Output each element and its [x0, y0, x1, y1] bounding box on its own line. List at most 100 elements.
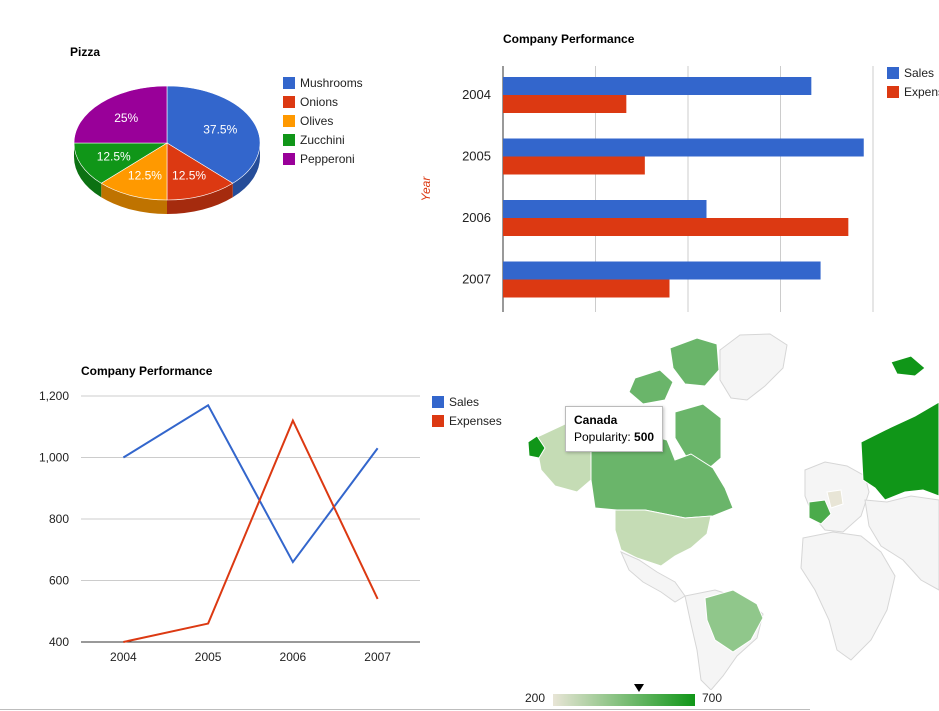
pie-legend-item[interactable]: Pepperoni: [283, 149, 363, 168]
region-greenland[interactable]: [719, 333, 788, 401]
line-y-tick-label: 400: [49, 635, 69, 649]
map-tooltip: Canada Popularity: 500: [565, 406, 664, 452]
pie-legend-swatch: [283, 133, 295, 146]
bar-legend-swatch: [887, 85, 899, 98]
region-russia[interactable]: [860, 401, 939, 501]
tooltip-metric-value: 500: [634, 430, 655, 444]
pie-legend-item[interactable]: Onions: [283, 92, 363, 111]
pie-legend-label: Onions: [300, 94, 339, 109]
pie-slice-label: 12.5%: [172, 169, 206, 183]
pie-slice-label: 37.5%: [203, 122, 237, 136]
pie-legend-label: Zucchini: [300, 132, 345, 147]
line-legend-item[interactable]: Sales: [432, 392, 502, 411]
line-x-tick-label: 2007: [364, 650, 391, 664]
bar-expenses[interactable]: [503, 279, 670, 298]
line-chart-title: Company Performance: [81, 364, 213, 378]
pie-slice[interactable]: [100, 142, 168, 201]
color-axis-min-label: 200: [525, 691, 546, 705]
line-chart-panel: Company Performance 400 600 800 1,000 1,200 2…: [0, 340, 520, 711]
pie-slice-label: 25%: [114, 111, 138, 125]
color-axis-max-label: 700: [702, 691, 723, 705]
line-x-tick-label: 2005: [195, 650, 222, 664]
line-y-tick-label: 800: [49, 512, 69, 526]
pie-slice-side: [167, 183, 233, 214]
region-germany[interactable]: [826, 489, 844, 509]
region-united-states[interactable]: [614, 509, 712, 567]
pie-legend-label: Pepperoni: [300, 151, 355, 166]
line-legend-swatch: [432, 395, 444, 408]
line-series-expenses[interactable]: [123, 418, 379, 643]
color-axis-gradient: [553, 694, 695, 706]
pie-legend-item[interactable]: Zucchini: [283, 130, 363, 149]
pie-slice[interactable]: [73, 85, 168, 144]
region-far-east-russia[interactable]: [527, 435, 546, 459]
region-canada-islands[interactable]: [669, 337, 720, 387]
line-y-tick-label: 600: [49, 574, 69, 588]
pie-legend: Mushrooms Onions Olives Zucchini Pepperoni: [283, 73, 363, 168]
region-france[interactable]: [808, 499, 832, 525]
line-x-tick-label: 2006: [280, 650, 307, 664]
pie-chart-title: Pizza: [70, 45, 101, 59]
bar-expenses[interactable]: [503, 156, 645, 175]
bottom-divider: [0, 709, 810, 710]
region-russia-arctic[interactable]: [890, 355, 926, 377]
line-legend-item[interactable]: Expenses: [432, 411, 502, 430]
region-mexico[interactable]: [620, 551, 686, 603]
line-legend-label: Expenses: [449, 413, 502, 428]
bar-category-label: 2007: [462, 272, 491, 287]
line-series-sales[interactable]: [122, 403, 379, 564]
bar-sales[interactable]: [503, 138, 864, 157]
bar-legend: Sales Expenses: [887, 63, 939, 101]
line-legend-label: Sales: [449, 394, 480, 409]
pie-chart-svg[interactable]: 37.5% 12.5% 12.5% 12.5% 25%: [0, 0, 470, 320]
pie-legend-swatch: [283, 114, 295, 127]
bar-expenses[interactable]: [503, 218, 849, 236]
line-x-tick-label: 2004: [110, 650, 137, 664]
pie-slice-label: 12.5%: [128, 169, 162, 183]
bar-legend-label: Sales: [904, 65, 935, 80]
bar-sales[interactable]: [503, 200, 707, 218]
pie-chart-panel: Pizza 37.5% 12.5% 12.5% 12.5% 25% Mushrooms O…: [0, 0, 470, 320]
pie-slice[interactable]: [166, 85, 261, 184]
bar-chart-panel: Company Performance 2004 2005 2006 2007 Year…: [0, 0, 939, 330]
region-canada-baffin[interactable]: [674, 403, 722, 471]
tooltip-metric: Popularity: 500: [574, 429, 654, 446]
bar-legend-swatch: [887, 66, 899, 79]
region-asia[interactable]: [864, 495, 939, 591]
bar-chart-title: Company Performance: [503, 32, 635, 46]
pie-legend-label: Olives: [300, 113, 334, 128]
line-legend-swatch: [432, 414, 444, 427]
bar-category-label: 2005: [462, 149, 491, 164]
bar-legend-item[interactable]: Sales: [887, 63, 939, 82]
region-canada-islands-west[interactable]: [628, 369, 674, 405]
pie-legend-item[interactable]: Mushrooms: [283, 73, 363, 92]
bar-legend-label: Expenses: [904, 84, 939, 99]
region-africa[interactable]: [800, 531, 896, 661]
line-y-tick-label: 1,200: [39, 389, 69, 403]
bar-expenses[interactable]: [503, 95, 627, 113]
bar-category-label: 2006: [462, 210, 491, 225]
bar-chart-svg[interactable]: 2004 2005 2006 2007 Year: [0, 0, 939, 330]
pie-legend-swatch: [283, 76, 295, 89]
geo-chart-panel: Canada Popularity: 500 200 700: [525, 320, 939, 711]
line-y-tick-label: 1,000: [39, 451, 69, 465]
bar-category-label: 2004: [462, 87, 491, 102]
tooltip-region-name: Canada: [574, 413, 618, 427]
pie-legend-swatch: [283, 95, 295, 108]
bar-sales[interactable]: [503, 261, 821, 280]
pie-slice[interactable]: [73, 142, 169, 184]
bar-sales[interactable]: [503, 77, 812, 95]
pie-legend-item[interactable]: Olives: [283, 111, 363, 130]
line-legend: Sales Expenses: [432, 392, 502, 430]
pie-slice-label: 12.5%: [97, 150, 131, 164]
color-axis-marker-icon: [634, 684, 644, 692]
tooltip-metric-label: Popularity:: [574, 430, 631, 444]
line-chart-svg[interactable]: 400 600 800 1,000 1,200 2004 2005 2006 2007: [0, 340, 520, 711]
world-map-svg[interactable]: [525, 320, 939, 690]
pie-slice-side: [74, 143, 102, 198]
bar-legend-item[interactable]: Expenses: [887, 82, 939, 101]
pie-slice-side: [101, 183, 167, 214]
pie-slice[interactable]: [166, 142, 234, 201]
pie-slice-side: [232, 143, 261, 198]
region-brazil[interactable]: [704, 589, 764, 653]
